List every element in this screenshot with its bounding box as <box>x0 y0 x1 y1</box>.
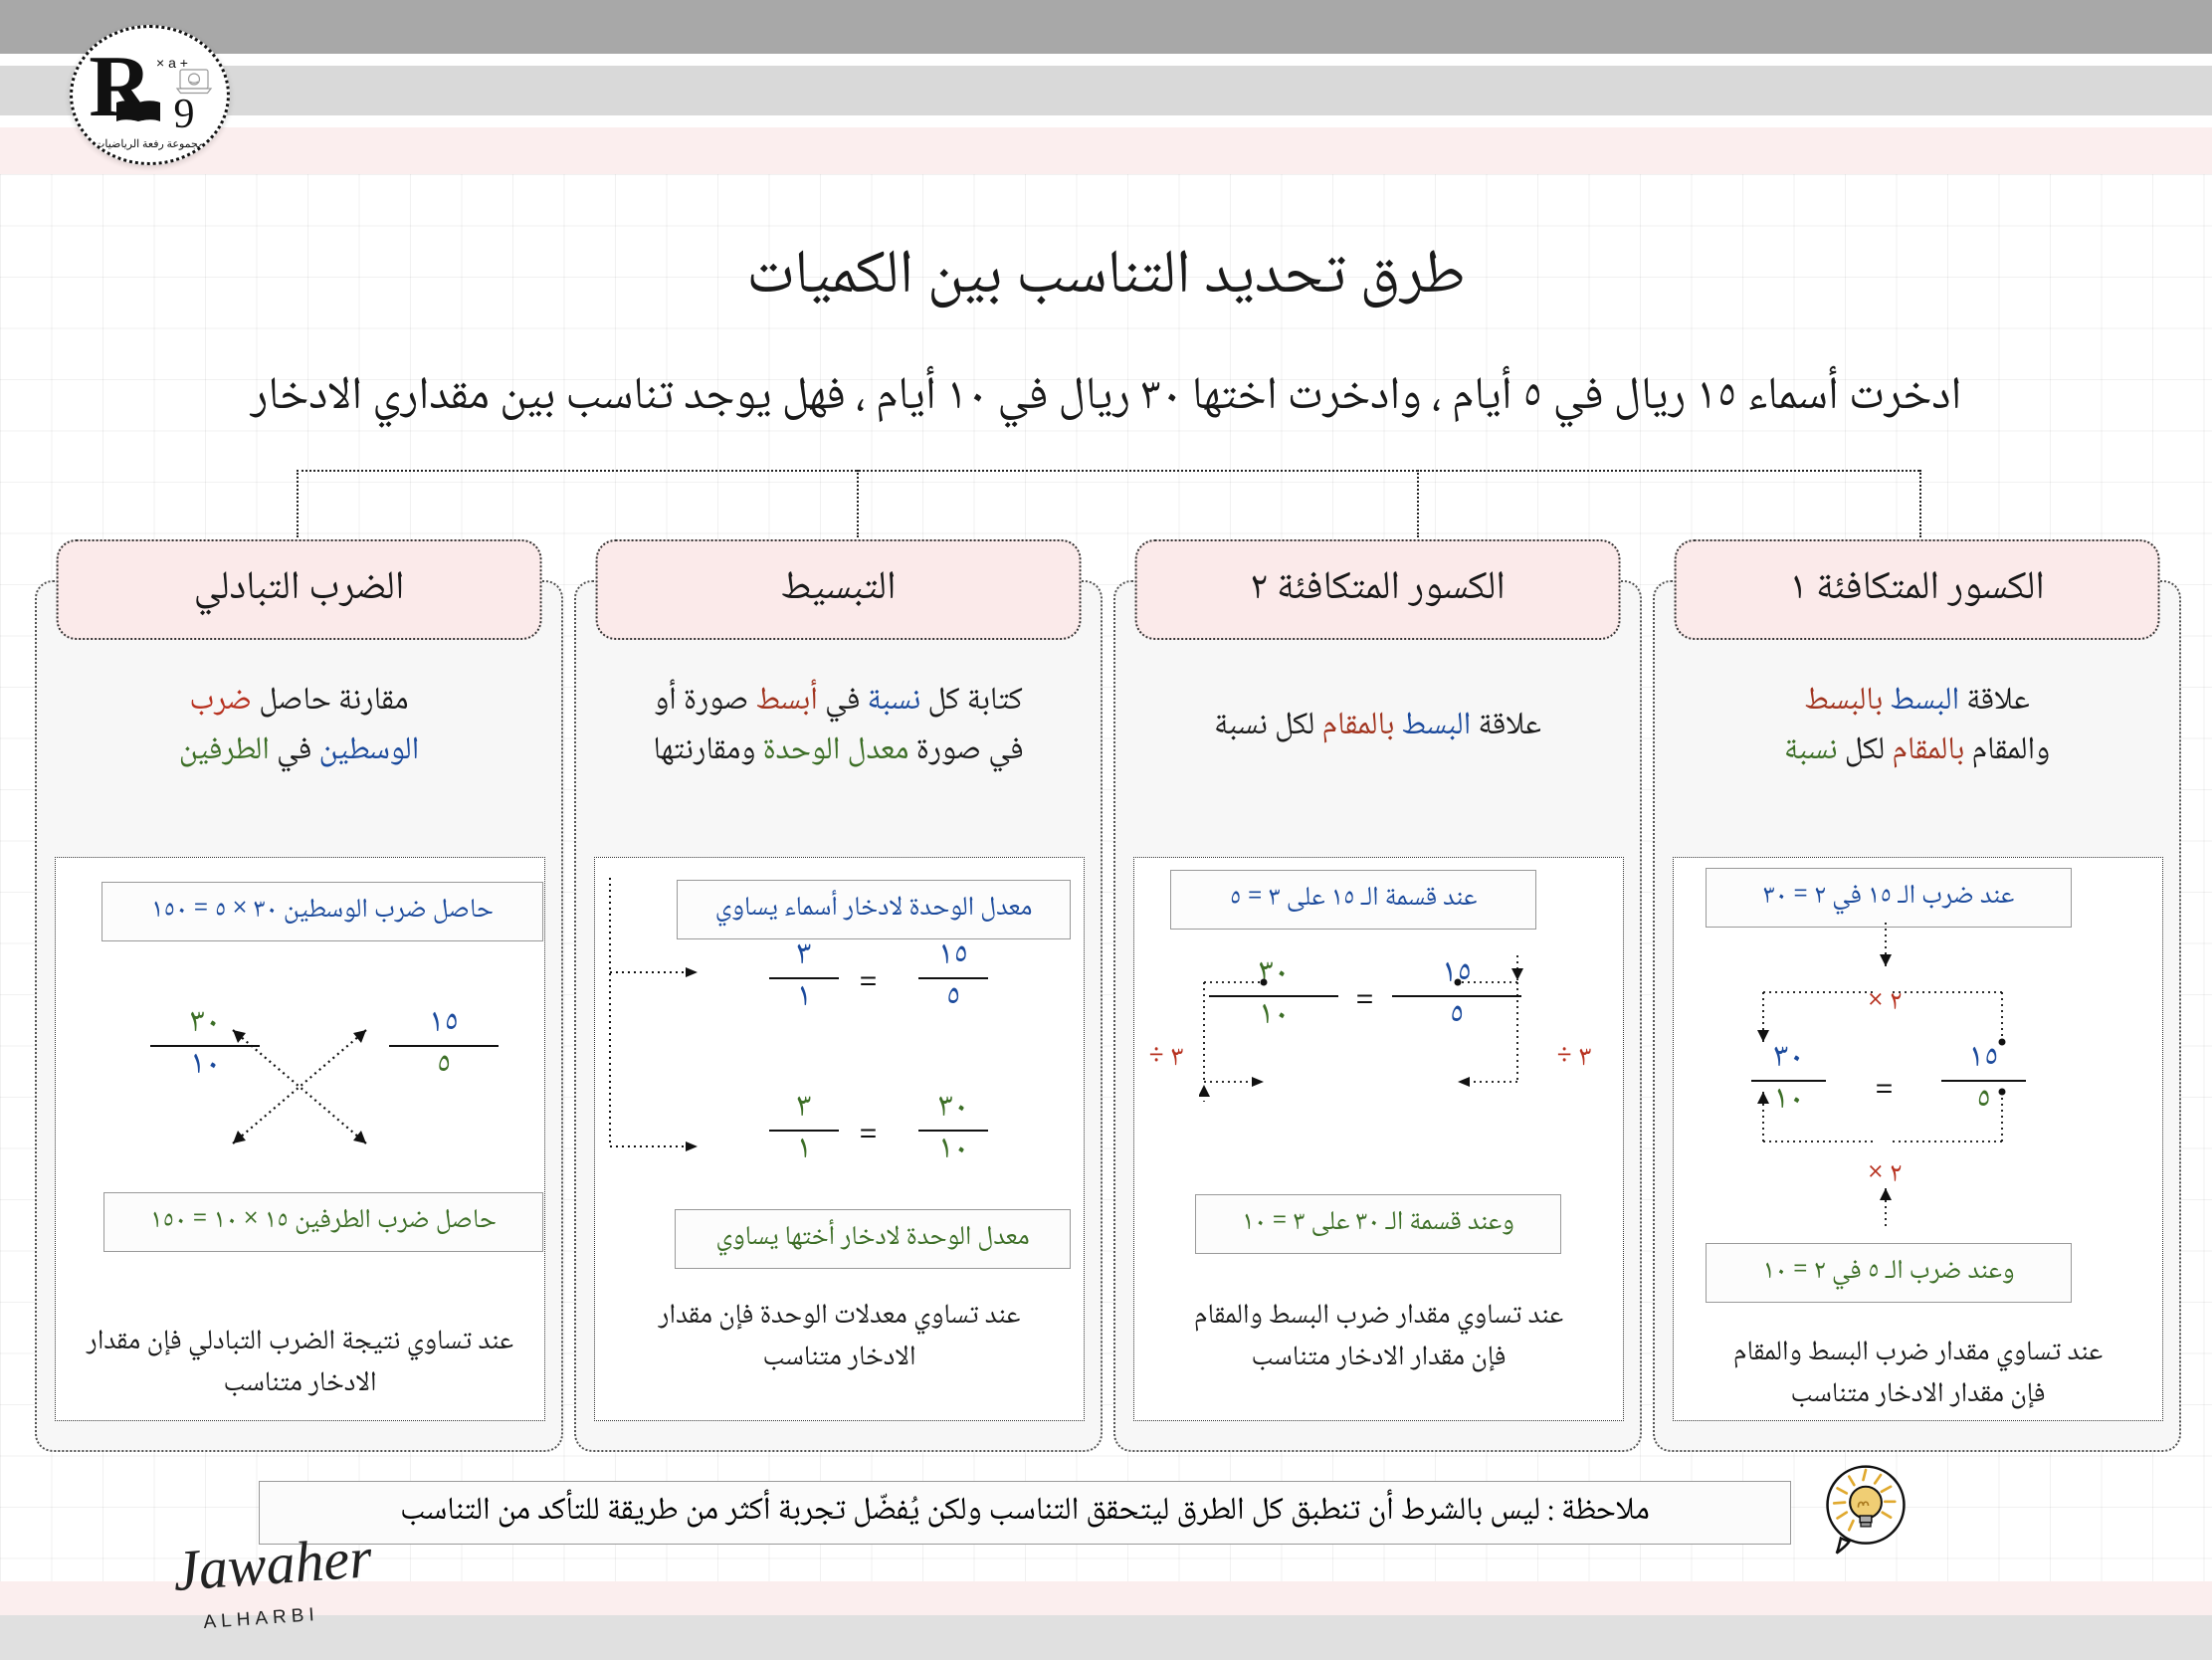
svg-text:+ a ×: + a × <box>156 55 188 71</box>
svg-text:R: R <box>89 39 153 135</box>
svg-text:9: 9 <box>174 92 195 137</box>
svg-text:مجموعة رفعة الرياضيات: مجموعة رفعة الرياضيات <box>95 138 204 150</box>
